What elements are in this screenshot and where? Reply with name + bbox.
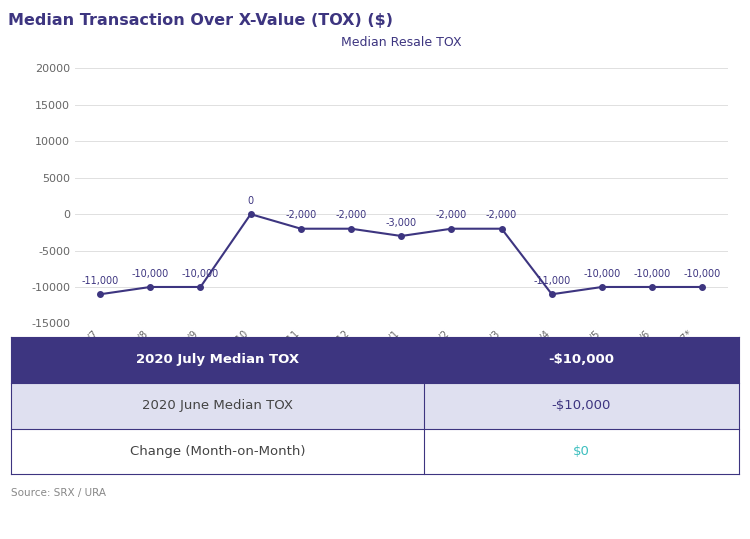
Text: Median Transaction Over X-Value (TOX) ($): Median Transaction Over X-Value (TOX) ($… xyxy=(8,13,392,29)
Text: -10,000: -10,000 xyxy=(584,268,621,279)
Text: -2,000: -2,000 xyxy=(335,210,367,220)
Text: -11,000: -11,000 xyxy=(533,276,571,286)
Text: 2020 June Median TOX: 2020 June Median TOX xyxy=(142,399,293,412)
Text: -3,000: -3,000 xyxy=(386,218,417,227)
Text: -10,000: -10,000 xyxy=(182,268,219,279)
Text: -11,000: -11,000 xyxy=(82,276,118,286)
Title: Median Resale TOX: Median Resale TOX xyxy=(341,36,461,49)
Text: -$10,000: -$10,000 xyxy=(548,353,614,367)
Text: -10,000: -10,000 xyxy=(684,268,721,279)
Text: -10,000: -10,000 xyxy=(634,268,670,279)
Text: 0: 0 xyxy=(248,196,254,206)
Text: -10,000: -10,000 xyxy=(132,268,169,279)
Text: -$10,000: -$10,000 xyxy=(551,399,611,412)
Text: -2,000: -2,000 xyxy=(486,210,518,220)
Text: -2,000: -2,000 xyxy=(285,210,316,220)
Text: $0: $0 xyxy=(573,445,590,458)
Text: 2020 July Median TOX: 2020 July Median TOX xyxy=(136,353,299,367)
Text: Change (Month-on-Month): Change (Month-on-Month) xyxy=(130,445,305,458)
Text: -2,000: -2,000 xyxy=(436,210,467,220)
Text: Source: SRX / URA: Source: SRX / URA xyxy=(11,488,106,498)
